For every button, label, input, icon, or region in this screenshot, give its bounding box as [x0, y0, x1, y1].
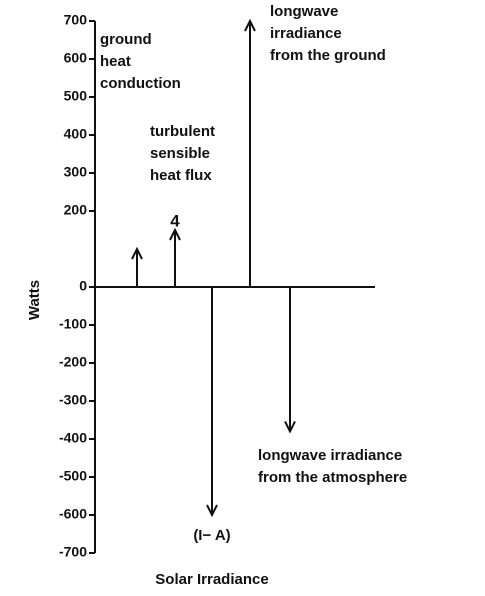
y-tick-label: -200 — [59, 354, 87, 370]
arrow-head — [206, 504, 218, 518]
y-tick-label: 0 — [79, 278, 87, 294]
arrow-label: (I− A) — [193, 527, 230, 544]
y-tick-label: -500 — [59, 468, 87, 484]
y-tick-label: 200 — [64, 202, 88, 218]
arrow-head — [131, 246, 143, 260]
arrow-label: longwave irradiance from the atmosphere — [258, 447, 407, 486]
y-tick-label: -700 — [59, 544, 87, 560]
y-tick-label: 600 — [64, 50, 88, 66]
y-tick-label: 300 — [64, 164, 88, 180]
arrow-head — [244, 18, 256, 32]
y-tick-label: 700 — [64, 12, 88, 28]
arrow-label: turbulent sensible heat flux — [150, 123, 215, 184]
y-tick-label: -300 — [59, 392, 87, 408]
y-tick-label: 500 — [64, 88, 88, 104]
y-tick-label: 400 — [64, 126, 88, 142]
arrow-head — [284, 420, 296, 434]
arrow-label: ground heat conduction — [100, 31, 181, 92]
y-tick-label: -100 — [59, 316, 87, 332]
arrow-label: longwave irradiance from the ground — [270, 3, 386, 64]
arrow-head — [169, 227, 181, 241]
y-axis-label: Watts — [26, 280, 43, 320]
annotation: 4 — [170, 211, 180, 230]
y-tick-label: -600 — [59, 506, 87, 522]
annotation: Solar Irradiance — [155, 571, 268, 588]
y-tick-label: -400 — [59, 430, 87, 446]
